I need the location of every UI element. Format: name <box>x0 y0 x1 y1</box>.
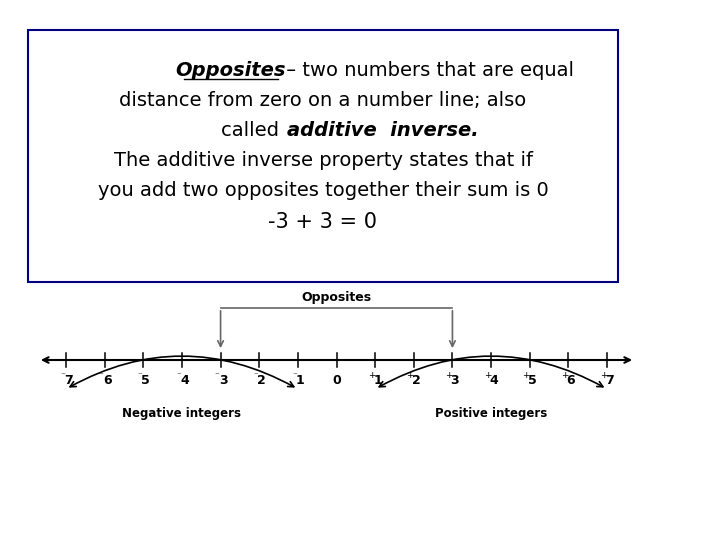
Text: 3: 3 <box>451 374 459 387</box>
Text: +: + <box>523 372 530 381</box>
Text: 2: 2 <box>412 374 420 387</box>
Text: Positive integers: Positive integers <box>435 407 547 420</box>
Text: -3 + 3 = 0: -3 + 3 = 0 <box>269 212 377 232</box>
Text: +: + <box>600 372 607 381</box>
Text: 6: 6 <box>567 374 575 387</box>
Text: +: + <box>484 372 491 381</box>
Text: ⁻: ⁻ <box>138 372 142 381</box>
Text: 4: 4 <box>180 374 189 387</box>
Text: 5: 5 <box>528 374 536 387</box>
Text: 6: 6 <box>103 374 112 387</box>
Text: 3: 3 <box>219 374 228 387</box>
Text: ⁻: ⁻ <box>176 372 181 381</box>
Text: 7: 7 <box>64 374 73 387</box>
Text: 5: 5 <box>141 374 150 387</box>
Text: ⁻: ⁻ <box>99 372 104 381</box>
FancyBboxPatch shape <box>28 30 618 282</box>
Text: 1: 1 <box>296 374 305 387</box>
Text: +: + <box>368 372 375 381</box>
Text: Opposites: Opposites <box>176 60 287 79</box>
Text: ⁻: ⁻ <box>215 372 220 381</box>
Text: The additive inverse property states that if: The additive inverse property states tha… <box>114 151 533 170</box>
Text: 7: 7 <box>605 374 614 387</box>
Text: you add two opposites together their sum is 0: you add two opposites together their sum… <box>98 180 549 199</box>
Text: Opposites: Opposites <box>302 291 372 304</box>
Text: ⁻: ⁻ <box>253 372 258 381</box>
Text: 4: 4 <box>489 374 498 387</box>
Text: 2: 2 <box>257 374 266 387</box>
Text: 1: 1 <box>373 374 382 387</box>
Text: – two numbers that are equal: – two numbers that are equal <box>280 60 574 79</box>
Text: called: called <box>221 120 285 139</box>
Text: additive  inverse.: additive inverse. <box>287 120 479 139</box>
Text: Negative integers: Negative integers <box>122 407 241 420</box>
Text: distance from zero on a number line; also: distance from zero on a number line; als… <box>120 91 526 110</box>
Text: +: + <box>407 372 414 381</box>
Text: ⁻: ⁻ <box>60 372 65 381</box>
Text: 0: 0 <box>332 374 341 387</box>
Text: +: + <box>445 372 453 381</box>
Text: ⁻: ⁻ <box>292 372 297 381</box>
Text: +: + <box>561 372 569 381</box>
